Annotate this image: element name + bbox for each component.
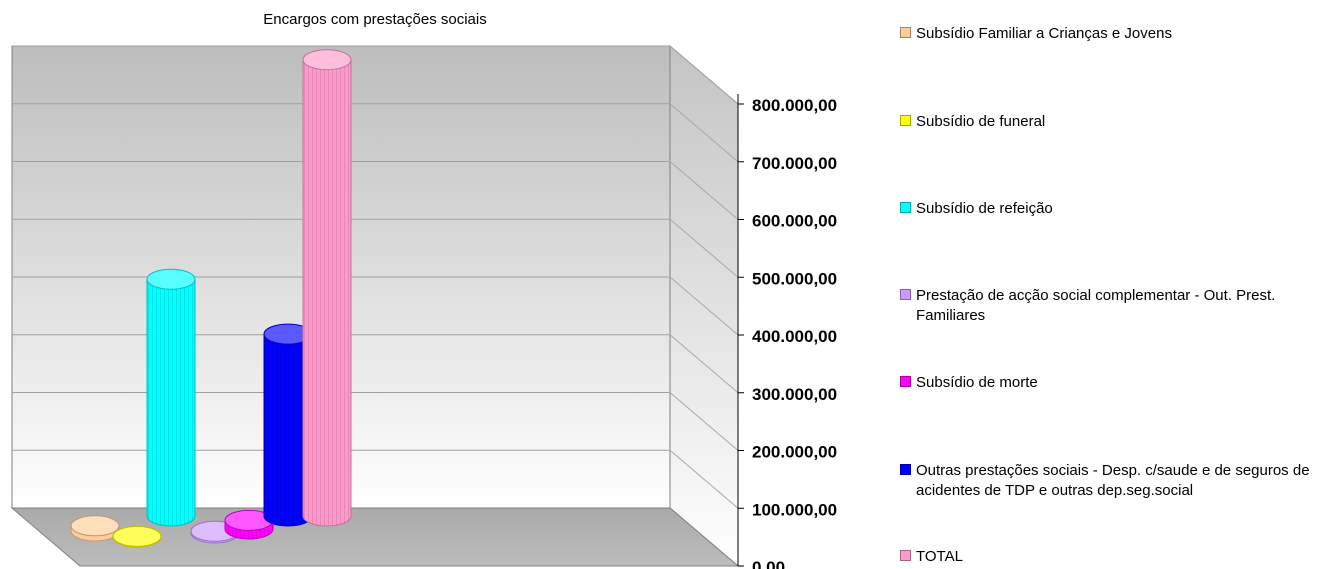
y-tick-label: 500.000,00 (752, 269, 837, 288)
bar (224, 509, 274, 540)
y-tick-label: 700.000,00 (752, 154, 837, 173)
legend-item: Subsídio de funeral (900, 112, 1317, 132)
y-tick-label: 200.000,00 (752, 443, 837, 462)
bar (302, 49, 352, 527)
legend-item: Subsídio de refeição (900, 199, 1317, 219)
gridline-side (669, 218, 739, 278)
gridline-side (669, 276, 739, 336)
legend-swatch (900, 550, 911, 561)
legend: Subsídio Familiar a Crianças e Jovens Su… (870, 0, 1310, 569)
y-tick-label: 0.00 (752, 558, 785, 569)
legend-swatch (900, 202, 911, 213)
chart-plot: 0.00 100.000,00 200.000,00 300.000,00 400.00… (10, 44, 837, 569)
legend-label: TOTAL (916, 548, 963, 565)
legend-label: Prestação de acção social complementar -… (916, 287, 1276, 324)
gridline-side (669, 392, 739, 451)
bar-top (112, 525, 162, 547)
chart-title: Encargos com prestações sociais (263, 11, 487, 28)
y-tick-label: 300.000,00 (752, 385, 837, 404)
legend-swatch (900, 115, 911, 126)
legend-label: Subsídio de refeição (916, 200, 1053, 217)
chart-area: Encargos com prestações sociais 0.00 100.… (10, 11, 837, 569)
bar (70, 515, 120, 542)
gridline-side (669, 161, 739, 220)
y-tick-label: 400.000,00 (752, 327, 837, 346)
y-tick-label: 600.000,00 (752, 212, 837, 231)
legend-item: TOTAL (900, 547, 1317, 567)
legend-label: Subsídio de morte (916, 374, 1038, 391)
legend-swatch (900, 289, 911, 300)
legend-item: Subsídio de morte (900, 373, 1317, 393)
legend-label: Subsídio de funeral (916, 113, 1046, 130)
legend-label: Outras prestações sociais - Desp. c/saud… (916, 462, 1310, 499)
bar-top (146, 268, 196, 290)
bar (263, 323, 313, 527)
bar-texture (303, 59, 351, 527)
y-tick-label: 100.000,00 (752, 500, 837, 519)
legend-swatch (900, 376, 911, 387)
gridline-side (669, 103, 739, 163)
gridline-side (669, 334, 739, 394)
legend-item: Outras prestações sociais - Desp. c/saud… (900, 461, 1317, 501)
legend-swatch (900, 464, 911, 475)
legend-item: Prestação de acção social complementar -… (900, 286, 1286, 326)
y-tick-label: 800.000,00 (752, 96, 837, 115)
gridline-side (669, 449, 739, 509)
bar-texture (264, 334, 312, 526)
bar-top (70, 515, 120, 537)
legend-label: Subsídio Familiar a Crianças e Jovens (916, 25, 1172, 42)
bar (190, 520, 240, 544)
bar (146, 268, 196, 527)
gridline-side (669, 45, 739, 105)
bar (112, 525, 162, 548)
bar-top (302, 49, 352, 71)
bar-texture (147, 279, 195, 526)
legend-item: Subsídio Familiar a Crianças e Jovens (900, 24, 1317, 44)
legend-swatch (900, 27, 911, 38)
